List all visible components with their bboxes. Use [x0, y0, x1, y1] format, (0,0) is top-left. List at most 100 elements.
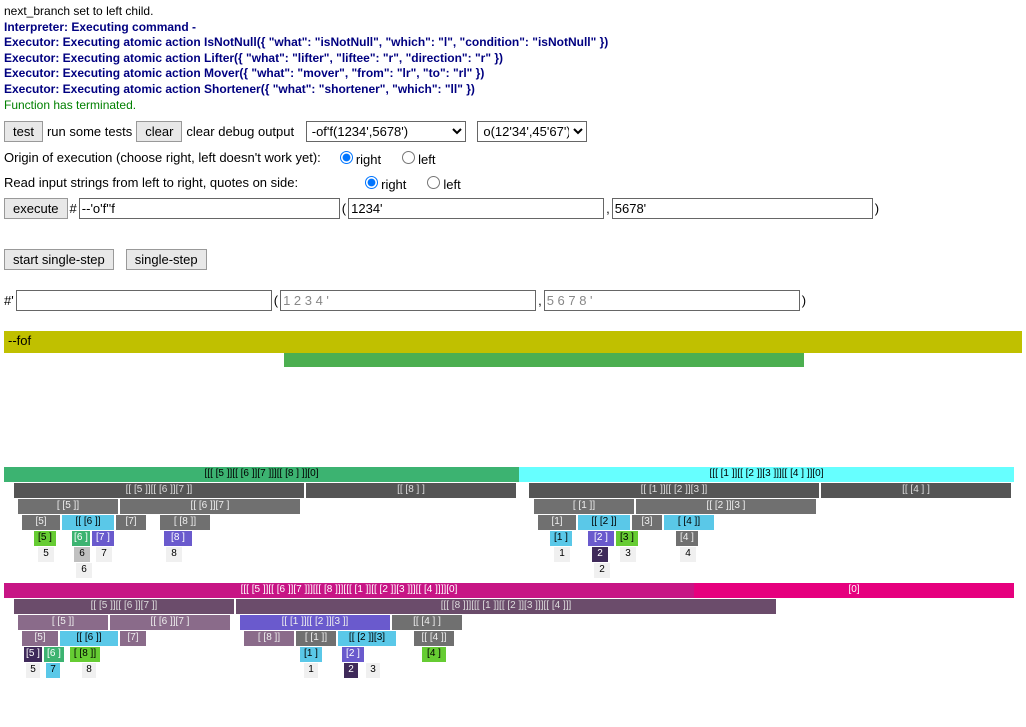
arg2-input[interactable]	[612, 198, 873, 219]
rparen-label: )	[875, 201, 879, 216]
tree-node: [ [4 ]]	[664, 515, 714, 530]
tree-leaf: 1	[554, 547, 570, 562]
tree-node: [[[ [1 ]][[ [2 ]][3 ]]][[ [4 ] ]][0]	[519, 467, 1014, 482]
tree-node: [[ [2 ]][3 ]	[636, 499, 816, 514]
hash-label: #	[70, 201, 77, 216]
tree-leaf: 7	[96, 547, 112, 562]
log-line: Executor: Executing atomic action Mover(…	[4, 66, 1022, 82]
left-label: left	[418, 152, 435, 167]
expression-select-2[interactable]: o(12'34',45'67')	[477, 121, 587, 142]
tree-node: [[ [5 ]][[ [6 ]][7 ]]	[14, 599, 234, 614]
tree-node: [7]	[116, 515, 146, 530]
tree-visualization-1: [[[ [5 ]][[ [6 ]][7 ]]][[ [8 ] ]][0] [[[…	[4, 467, 1014, 577]
tree-node: [2 ]	[342, 647, 364, 662]
right-label2: right	[381, 177, 406, 192]
left-label2: left	[443, 177, 460, 192]
single-step-button[interactable]: single-step	[126, 249, 207, 270]
command-input[interactable]	[79, 198, 340, 219]
tree-node: [[ [4 ] ]	[821, 483, 1011, 498]
execute-button[interactable]: execute	[4, 198, 68, 219]
tree-leaf: 8	[166, 547, 182, 562]
log-line: Executor: Executing atomic action IsNotN…	[4, 35, 1022, 51]
log-line: Interpreter: Executing command -	[4, 20, 1022, 36]
tree-node: [ [8 ]]	[244, 631, 294, 646]
tree-node: [ [5 ]]	[18, 615, 108, 630]
origin-left-radio[interactable]	[402, 151, 415, 164]
comma-label: ,	[606, 201, 610, 216]
tree-node: [4 ]	[422, 647, 446, 662]
green-bar	[284, 353, 804, 367]
log-line: Executor: Executing atomic action Shorte…	[4, 82, 1022, 98]
tree-leaf: 2	[344, 663, 358, 678]
tree-node: [2 ]	[588, 531, 614, 546]
step-arg1-input[interactable]	[280, 290, 536, 311]
tree-node: [3 ]	[616, 531, 638, 546]
tree-node: [6 ]	[72, 531, 90, 546]
tree-node: [4 ]	[676, 531, 698, 546]
tree-node: [8 ]	[164, 531, 192, 546]
tree-node: [ [1 ]]	[534, 499, 634, 514]
run-tests-label: run some tests	[47, 124, 132, 139]
readinput-label: Read input strings from left to right, q…	[4, 175, 298, 190]
tree-node: [ [8 ]]	[160, 515, 210, 530]
tree-node: [[ [5 ]][[ [6 ]][7 ]]	[14, 483, 304, 498]
lparen-label2: (	[274, 293, 278, 308]
tree-node: [1 ]	[300, 647, 322, 662]
tree-node: [5]	[22, 631, 58, 646]
log-line: Executor: Executing atomic action Lifter…	[4, 51, 1022, 67]
expression-bar: --fof	[4, 331, 1022, 353]
tree-visualization-2: [[[ [5 ]][[ [6 ]][7 ]]][[[ [8 ]]][[[ [1 …	[4, 583, 1014, 693]
tree-leaf: 2	[592, 547, 608, 562]
step-cmd-input[interactable]	[16, 290, 272, 311]
tree-node: [6 ]	[44, 647, 64, 662]
start-single-step-button[interactable]: start single-step	[4, 249, 114, 270]
tree-leaf: 7	[46, 663, 60, 678]
tree-node: [5 ]	[24, 647, 42, 662]
lparen-label: (	[342, 201, 346, 216]
hashquote-label: #'	[4, 293, 14, 308]
tree-leaf: 5	[38, 547, 54, 562]
tree-node: [7 ]	[92, 531, 114, 546]
tree-node: [5 ]	[34, 531, 56, 546]
tree-leaf: 6	[76, 563, 92, 578]
tree-node: [3]	[632, 515, 662, 530]
test-button[interactable]: test	[4, 121, 43, 142]
clear-button[interactable]: clear	[136, 121, 182, 142]
tree-node: [[ [6 ]][7 ]	[120, 499, 300, 514]
tree-node: [[[ [8 ]]][[[ [1 ]][[ [2 ]][3 ]]][[ [4 ]…	[236, 599, 776, 614]
readdir-right-radio[interactable]	[365, 176, 378, 189]
tree-node: [[ [4 ]]	[414, 631, 454, 646]
expression-select-1[interactable]: -of'f(1234',5678')	[306, 121, 466, 142]
tree-node: [[[ [5 ]][[ [6 ]][7 ]]][[[ [8 ]]][[[ [1 …	[4, 583, 694, 598]
tree-leaf: 5	[26, 663, 40, 678]
readdir-left-radio[interactable]	[427, 176, 440, 189]
tree-node: [ [1 ]]	[296, 631, 336, 646]
tree-node: [[[ [5 ]][[ [6 ]][7 ]]][[ [8 ] ]][0]	[4, 467, 519, 482]
log-line: Function has terminated.	[4, 98, 1022, 114]
tree-node: [[ [1 ]][[ [2 ]][3 ]]	[529, 483, 819, 498]
right-label: right	[356, 152, 381, 167]
tree-leaf: 4	[680, 547, 696, 562]
tree-node: [ [8 ]]	[70, 647, 100, 662]
tree-node: [5]	[22, 515, 60, 530]
tree-node: [[ [6 ]]	[60, 631, 118, 646]
log-line: next_branch set to left child.	[4, 4, 1022, 20]
origin-label: Origin of execution (choose right, left …	[4, 150, 321, 165]
comma-label2: ,	[538, 293, 542, 308]
step-arg2-input[interactable]	[544, 290, 800, 311]
tree-node: [0]	[694, 583, 1014, 598]
clear-debug-label: clear debug output	[186, 124, 294, 139]
tree-leaf: 2	[594, 563, 610, 578]
tree-leaf: 8	[82, 663, 96, 678]
rparen-label2: )	[802, 293, 806, 308]
origin-right-radio[interactable]	[340, 151, 353, 164]
tree-node: [1]	[538, 515, 576, 530]
tree-leaf: 1	[304, 663, 318, 678]
tree-node: [1 ]	[550, 531, 572, 546]
tree-node: [[ [2 ]][3]	[338, 631, 396, 646]
tree-node: [[ [6 ]]	[62, 515, 114, 530]
tree-leaf: 3	[620, 547, 636, 562]
tree-node: [[ [2 ]]	[578, 515, 630, 530]
tree-node: [[ [6 ]][7 ]	[110, 615, 230, 630]
arg1-input[interactable]	[348, 198, 604, 219]
